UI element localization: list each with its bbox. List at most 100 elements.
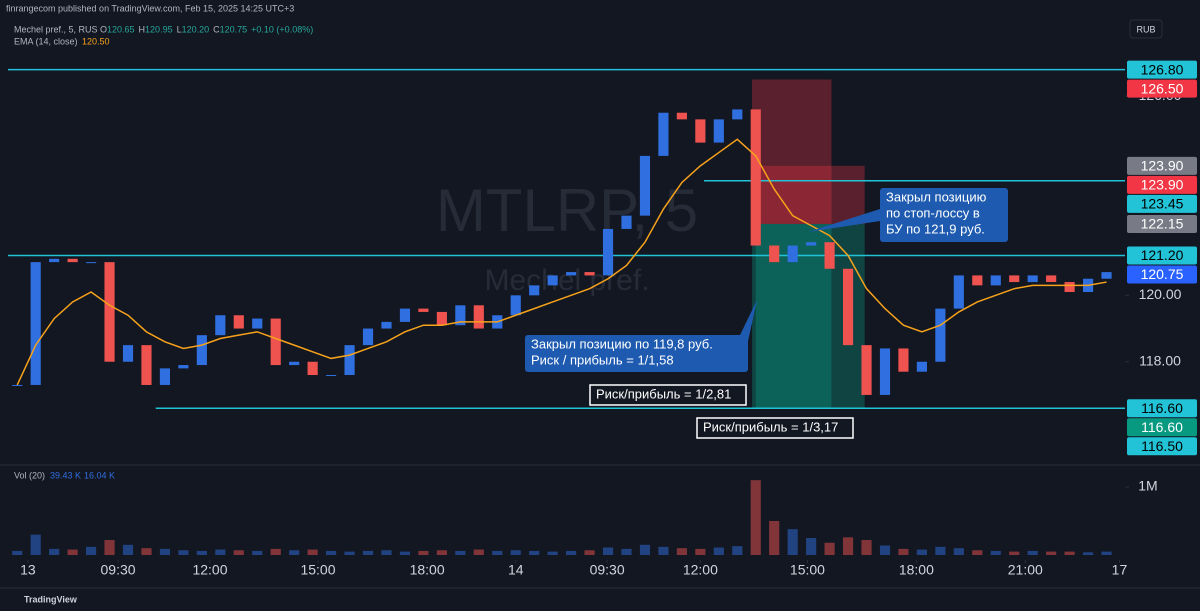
candle — [806, 242, 817, 246]
volume-bar — [842, 537, 854, 555]
candle — [1009, 275, 1020, 283]
candle — [399, 308, 411, 322]
volume-bar — [252, 550, 263, 555]
x-tick-label: 15:00 — [300, 562, 335, 578]
candle — [842, 268, 854, 346]
volume-bar — [104, 540, 115, 555]
volume-bar — [935, 546, 946, 555]
volume-legend-value: 16.04 K — [84, 470, 115, 480]
candle — [916, 361, 927, 372]
volume-bar — [695, 548, 706, 555]
ohlc-token: H — [139, 24, 146, 34]
volume-bar — [399, 551, 411, 555]
candle — [566, 272, 577, 276]
x-tick-label: 18:00 — [899, 562, 934, 578]
candle — [990, 275, 1001, 286]
callout-box — [880, 188, 1008, 242]
volume-legend-value: 39.43 K — [50, 470, 81, 480]
callout-box — [589, 384, 747, 406]
candle — [658, 112, 669, 156]
volume-bar — [787, 529, 798, 555]
volume-bar — [602, 547, 614, 555]
price-label: 123.45 — [1141, 196, 1184, 212]
candle — [362, 328, 374, 346]
volume-bar — [30, 534, 41, 555]
callout-text: Риск / прибыль = 1/1,58 — [531, 352, 674, 367]
candle — [418, 308, 429, 312]
x-tick-label: 18:00 — [410, 562, 445, 578]
price-label: 120.75 — [1141, 266, 1184, 282]
callout-box — [696, 417, 854, 439]
candle — [787, 245, 798, 263]
price-label-box — [1127, 156, 1197, 175]
callout-text: Риск/прибыль = 1/3,17 — [703, 419, 838, 434]
stop-zone — [752, 79, 832, 224]
volume-bar — [307, 549, 318, 555]
candle — [473, 305, 484, 329]
candle — [178, 365, 189, 369]
x-tick-label: 17 — [1112, 562, 1128, 578]
volume-bar — [916, 549, 927, 555]
candle — [1027, 275, 1038, 283]
candle — [529, 285, 540, 296]
volume-bar — [529, 550, 540, 555]
volume-bar — [1064, 551, 1075, 555]
price-label: 116.60 — [1141, 419, 1183, 435]
x-tick-label: 12:00 — [683, 562, 718, 578]
volume-bar — [990, 550, 1001, 555]
candle — [1101, 272, 1112, 279]
volume-bar — [344, 551, 355, 555]
callout-text: Риск/прибыль = 1/2,81 — [596, 386, 731, 401]
volume-bar — [362, 550, 374, 555]
candle — [547, 275, 558, 286]
volume-bar — [1046, 551, 1057, 555]
volume-bar — [898, 548, 909, 555]
volume-bar — [547, 551, 558, 555]
ema-legend-value: 120.50 — [82, 36, 110, 46]
price-label: 121.20 — [1141, 247, 1184, 263]
price-label: 126.50 — [1141, 80, 1184, 96]
volume-bar — [584, 550, 595, 555]
price-label-box — [1127, 246, 1197, 265]
volume-bar — [510, 550, 521, 555]
price-label-box — [1127, 79, 1197, 98]
volume-bar — [566, 550, 577, 555]
volume-bar — [86, 546, 97, 555]
candle — [30, 262, 41, 385]
ohlc-token: 120.95 — [145, 24, 173, 34]
price-label-box — [1127, 60, 1197, 79]
volume-bar — [732, 546, 743, 555]
candle — [381, 321, 392, 329]
volume-bar — [769, 521, 780, 555]
candle — [1046, 275, 1057, 283]
volume-bar — [492, 550, 503, 555]
candle — [732, 109, 743, 120]
volume-bar — [824, 542, 835, 555]
candle — [879, 348, 891, 395]
price-label: 122.15 — [1141, 216, 1184, 232]
volume-bar — [676, 548, 687, 555]
volume-bar — [381, 550, 392, 555]
candle — [252, 318, 263, 329]
candle — [141, 345, 152, 385]
volume-bar — [861, 540, 872, 555]
candle — [935, 308, 946, 362]
candle — [67, 258, 78, 263]
volume-bar — [806, 538, 817, 555]
candle — [289, 361, 300, 366]
volume-bar — [953, 548, 964, 555]
candle — [215, 315, 226, 336]
volume-bar — [879, 545, 891, 555]
candle — [750, 109, 761, 246]
ohlc-token: L — [177, 24, 182, 34]
ohlc-token: +0.10 (+0.08%) — [251, 24, 313, 34]
candle — [861, 345, 872, 395]
price-label: 123.90 — [1141, 177, 1184, 193]
price-label-box — [1127, 418, 1197, 437]
x-tick-label: 13 — [20, 562, 36, 578]
candle — [49, 258, 60, 263]
ohlc-token: 120.75 — [220, 24, 248, 34]
candle — [159, 368, 171, 385]
candle — [602, 228, 614, 276]
currency-box — [1129, 19, 1163, 39]
